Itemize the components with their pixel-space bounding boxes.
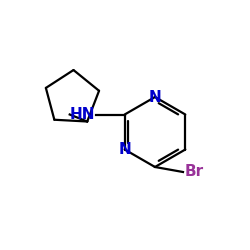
Text: Br: Br — [185, 164, 204, 180]
Text: N: N — [148, 90, 162, 104]
Text: HN: HN — [70, 107, 96, 122]
Text: N: N — [118, 142, 131, 157]
